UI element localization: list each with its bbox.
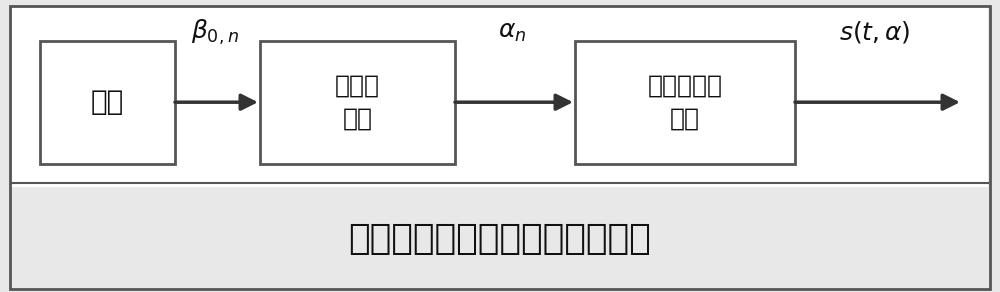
FancyBboxPatch shape (40, 41, 175, 164)
FancyBboxPatch shape (12, 7, 988, 187)
Text: $s(t,\alpha)$: $s(t,\alpha)$ (839, 19, 911, 45)
Text: 信源: 信源 (91, 88, 124, 116)
FancyBboxPatch shape (260, 41, 455, 164)
Text: $\alpha_{n}$: $\alpha_{n}$ (498, 20, 526, 44)
Text: $\beta_{0,n}$: $\beta_{0,n}$ (191, 18, 239, 47)
Text: 连续相位调
制器: 连续相位调 制器 (647, 74, 722, 131)
Text: 差分预
编码: 差分预 编码 (335, 74, 380, 131)
Text: 基于差分编码的连续相位调制器: 基于差分编码的连续相位调制器 (349, 223, 651, 256)
FancyBboxPatch shape (575, 41, 795, 164)
